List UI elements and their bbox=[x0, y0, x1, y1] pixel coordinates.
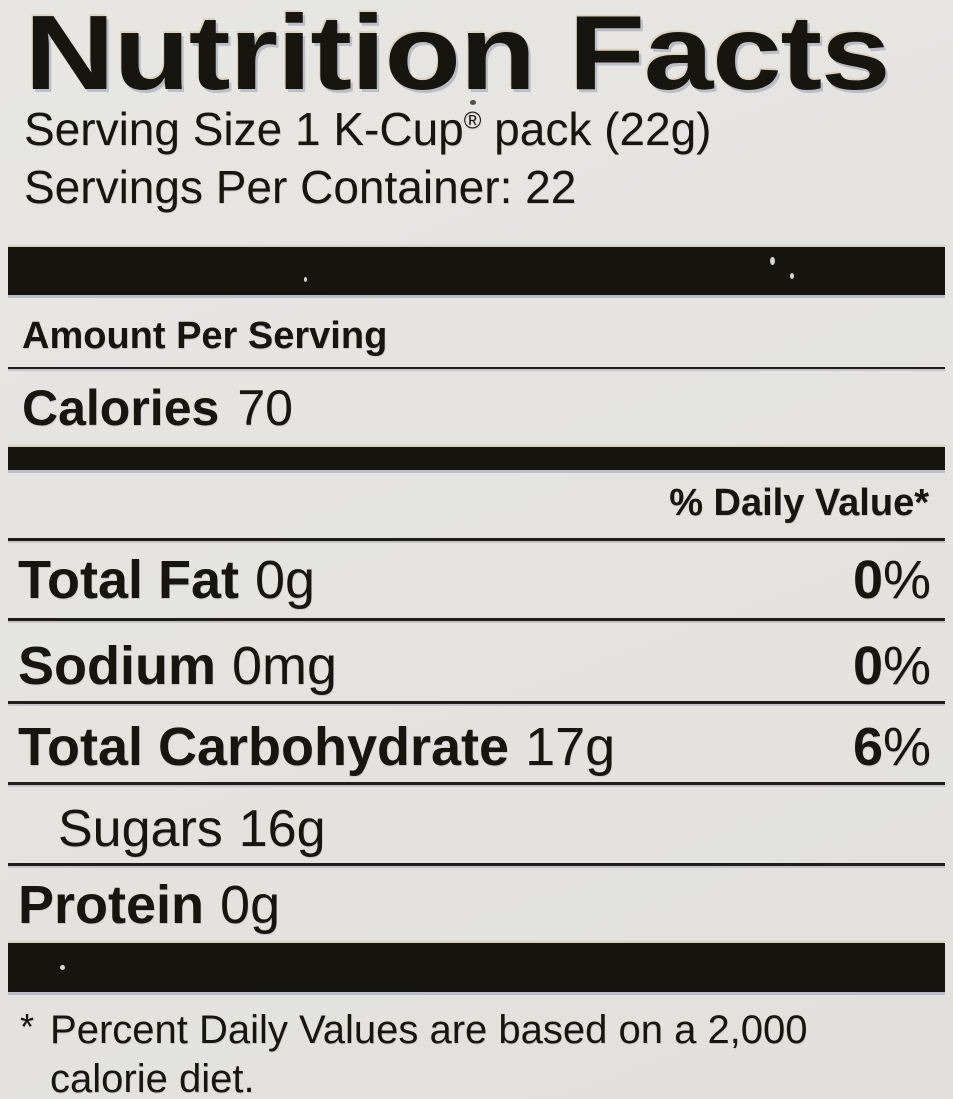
nutrient-name: Protein bbox=[18, 875, 205, 936]
calories-row: Calories 70 bbox=[8, 383, 945, 433]
percent-sign: % bbox=[882, 716, 931, 777]
nutrient-row-total-fat: Total Fat 0g 0% bbox=[8, 551, 945, 609]
nutrient-name: Total Fat bbox=[18, 550, 239, 611]
percent-sign: % bbox=[882, 550, 931, 611]
divider-rule bbox=[8, 782, 945, 786]
footnote-asterisk: * bbox=[20, 1005, 35, 1047]
footnote-text: Percent Daily Values are based on a 2,00… bbox=[50, 1006, 808, 1099]
scan-speck bbox=[770, 257, 775, 266]
nutrient-row-sodium: Sodium 0mg 0% bbox=[8, 635, 945, 696]
percent-sign: % bbox=[882, 635, 931, 696]
nutrient-name: Sugars bbox=[58, 800, 223, 859]
calories-label: Calories bbox=[22, 380, 220, 437]
daily-value-percent: 0% bbox=[852, 635, 931, 696]
nutrient-name: Total Carbohydrate bbox=[18, 716, 510, 777]
scan-speck bbox=[60, 964, 65, 970]
divider-rule bbox=[8, 863, 945, 867]
divider-rule bbox=[8, 538, 945, 542]
label-title: Nutrition Facts bbox=[24, 0, 891, 112]
serving-size-pack-text: pack (22g) bbox=[481, 103, 712, 156]
scan-speck bbox=[304, 277, 307, 283]
separator-bar-middle bbox=[8, 447, 945, 471]
divider-rule bbox=[8, 617, 945, 621]
nutrient-left: Total Fat 0g bbox=[18, 551, 315, 609]
daily-value-number: 0 bbox=[852, 635, 883, 696]
footnote-line-2: calorie diet. bbox=[50, 1056, 255, 1099]
nutrient-left: Protein 0g bbox=[18, 876, 280, 934]
daily-value-percent: 6% bbox=[853, 718, 931, 776]
nutrient-row-sugars: Sugars 16g bbox=[8, 801, 945, 857]
separator-bar-top bbox=[8, 247, 945, 296]
nutrient-left: Sugars 16g bbox=[18, 801, 326, 857]
daily-value-header: % Daily Value* bbox=[669, 482, 929, 525]
divider-rule bbox=[8, 367, 945, 370]
nutrient-left: Sodium 0mg bbox=[18, 635, 338, 696]
footnote: * Percent Daily Values are based on a 2,… bbox=[8, 1006, 945, 1099]
amount-per-serving-heading: Amount Per Serving bbox=[22, 315, 388, 358]
divider-rule bbox=[8, 700, 945, 704]
nutrient-amount: 0mg bbox=[232, 635, 338, 696]
registered-trademark-symbol: ® bbox=[463, 108, 482, 136]
nutrient-name: Sodium bbox=[18, 635, 216, 696]
servings-per-container-line: Servings Per Container: 22 bbox=[24, 161, 577, 214]
nutrient-amount: 0g bbox=[254, 550, 316, 611]
nutrient-row-protein: Protein 0g bbox=[8, 876, 945, 934]
scan-artifact-dot bbox=[470, 100, 476, 105]
daily-value-number: 6 bbox=[852, 716, 883, 777]
serving-size-line: Serving Size 1 K-Cup® pack (22g) bbox=[8, 101, 945, 159]
footnote-line-1: Percent Daily Values are based on a 2,00… bbox=[50, 1007, 808, 1052]
separator-bar-bottom bbox=[8, 942, 945, 992]
nutrient-amount: 0g bbox=[220, 875, 281, 936]
daily-value-number: 0 bbox=[852, 550, 883, 611]
scan-speck bbox=[790, 273, 794, 280]
calories-value: 70 bbox=[237, 380, 293, 437]
nutrient-amount: 17g bbox=[525, 716, 616, 777]
serving-size-text: Serving Size 1 K-Cup bbox=[24, 103, 464, 156]
nutrient-amount: 16g bbox=[238, 800, 326, 859]
nutrient-row-total-carbohydrate: Total Carbohydrate 17g 6% bbox=[8, 718, 945, 776]
nutrient-left: Total Carbohydrate 17g bbox=[18, 718, 615, 776]
daily-value-percent: 0% bbox=[853, 551, 931, 609]
